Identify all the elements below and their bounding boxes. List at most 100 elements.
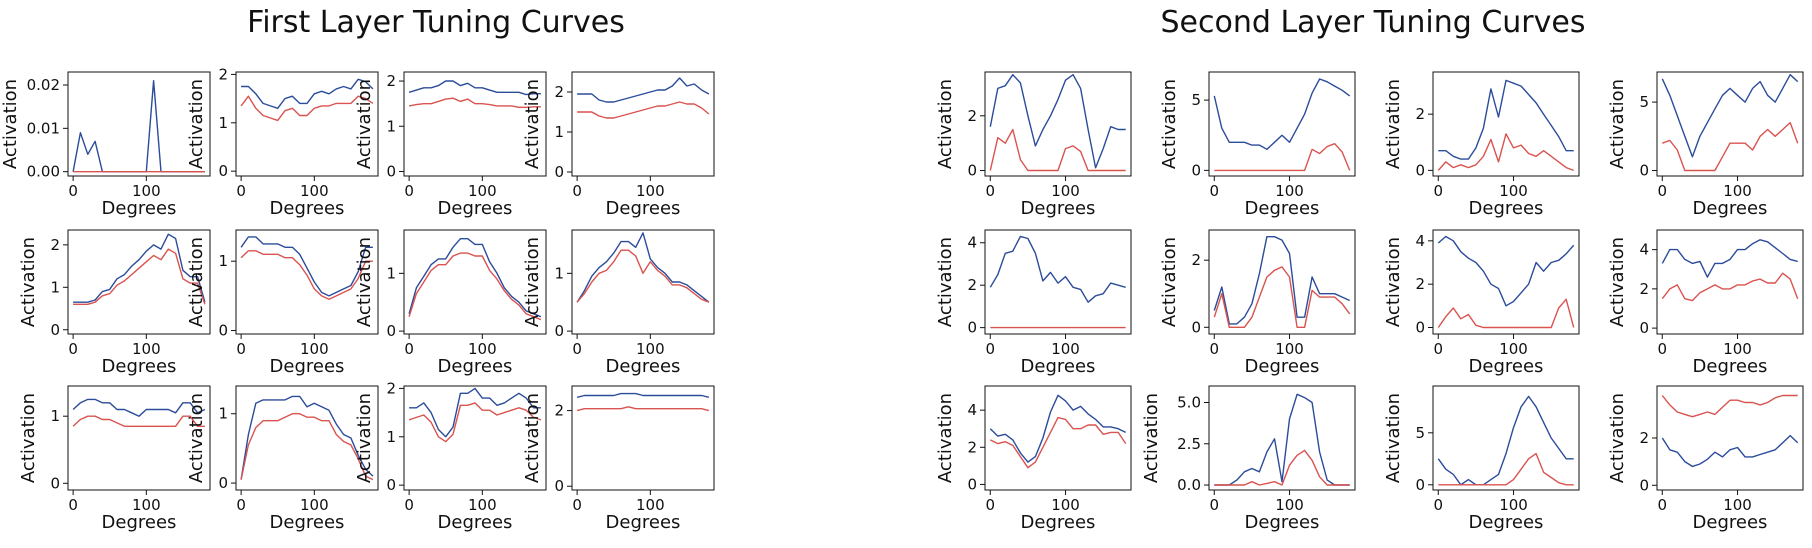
y-axis-label: Activation	[1383, 393, 1404, 483]
x-tick-label: 100	[1723, 496, 1752, 514]
x-tick-label: 100	[468, 182, 497, 200]
series-line-blue	[1437, 235, 1575, 307]
x-tick-label: 0	[1433, 340, 1443, 358]
y-axis-label: Activation	[1159, 237, 1180, 327]
x-axis-label: Degrees	[270, 512, 345, 533]
series-line-blue	[73, 233, 206, 303]
y-tick-label: 0	[218, 162, 228, 180]
y-tick-label: 2	[50, 236, 60, 254]
series-line-blue	[1214, 393, 1350, 486]
y-tick-label: 0	[386, 476, 396, 494]
x-tick-label: 0	[68, 182, 78, 200]
x-tick-label: 0	[404, 182, 414, 200]
x-tick-label: 0	[1209, 182, 1219, 200]
axes-frame	[1208, 229, 1356, 335]
series-line-red	[408, 252, 542, 321]
x-tick-label: 0	[985, 496, 995, 514]
series-line-blue	[408, 80, 541, 96]
x-tick-label: 100	[132, 182, 161, 200]
series-line-blue	[72, 398, 206, 417]
x-axis-label: Degrees	[102, 356, 177, 377]
axes-frame	[1432, 71, 1580, 177]
y-axis-label: Activation	[1383, 237, 1404, 327]
x-tick-label: 100	[1723, 340, 1752, 358]
axes-frame	[1656, 385, 1804, 491]
x-axis-label: Degrees	[1245, 356, 1320, 377]
second-layer-title: Second Layer Tuning Curves	[1161, 5, 1586, 40]
y-tick-label: 0.01	[27, 119, 60, 137]
x-axis-label: Degrees	[1245, 198, 1320, 219]
y-tick-label: 0	[386, 322, 396, 340]
y-axis-label: Activation	[935, 237, 956, 327]
series-line-blue	[576, 232, 710, 303]
series-line-red	[577, 101, 710, 119]
y-tick-label: 0	[1191, 318, 1201, 336]
x-axis-label: Degrees	[1693, 356, 1768, 377]
series-line-red	[1213, 266, 1351, 328]
y-tick-label: 0	[554, 163, 564, 181]
y-axis-label: Activation	[354, 79, 375, 169]
x-tick-label: 100	[1051, 340, 1080, 358]
x-tick-label: 100	[300, 182, 329, 200]
y-axis-label: Activation	[18, 237, 39, 327]
y-tick-label: 1	[218, 252, 228, 270]
series-line-blue	[1437, 395, 1574, 486]
y-tick-label: 0	[1639, 162, 1649, 180]
series-line-red	[408, 402, 542, 443]
x-tick-label: 100	[1275, 340, 1304, 358]
y-tick-label: 0	[1639, 476, 1649, 494]
series-line-red	[240, 95, 374, 122]
y-tick-label: 1	[386, 264, 396, 282]
y-tick-label: 0	[218, 322, 228, 340]
y-tick-label: 0.0	[1177, 476, 1201, 494]
axes-frame	[571, 229, 715, 335]
y-axis-label: Activation	[935, 393, 956, 483]
y-tick-label: 0	[967, 319, 977, 337]
y-tick-label: 2	[967, 276, 977, 294]
x-tick-label: 0	[236, 182, 246, 200]
y-tick-label: 5	[1415, 424, 1425, 442]
y-tick-label: 0	[1639, 319, 1649, 337]
series-line-blue	[1438, 79, 1574, 160]
x-axis-label: Degrees	[606, 356, 681, 377]
x-axis-label: Degrees	[1693, 198, 1768, 219]
x-axis-label: Degrees	[102, 198, 177, 219]
series-line-red	[1661, 272, 1799, 302]
x-axis-label: Degrees	[270, 198, 345, 219]
x-axis-label: Degrees	[1021, 512, 1096, 533]
y-axis-label: Activation	[1141, 393, 1162, 483]
series-line-blue	[577, 77, 710, 103]
axes-frame	[571, 385, 715, 491]
axes-frame	[1208, 385, 1356, 491]
y-tick-label: 5	[1191, 91, 1201, 109]
y-axis-label: Activation	[0, 79, 21, 169]
series-line-red	[576, 406, 710, 412]
axes-frame	[984, 229, 1132, 335]
series-line-blue	[576, 392, 710, 398]
y-tick-label: 2	[386, 379, 396, 397]
axes-frame	[403, 229, 547, 335]
x-tick-label: 0	[404, 340, 414, 358]
y-tick-label: 2	[1191, 251, 1201, 269]
series-line-red	[989, 416, 1127, 469]
x-tick-label: 100	[468, 340, 497, 358]
x-axis-label: Degrees	[1245, 512, 1320, 533]
y-tick-label: 1	[554, 123, 564, 141]
y-axis-label: Activation	[1159, 79, 1180, 169]
x-tick-label: 100	[468, 496, 497, 514]
y-tick-label: 1	[554, 264, 564, 282]
series-line-red	[73, 248, 206, 305]
series-line-blue	[989, 394, 1127, 463]
y-axis-label: Activation	[1607, 393, 1628, 483]
y-axis-label: Activation	[18, 393, 39, 483]
